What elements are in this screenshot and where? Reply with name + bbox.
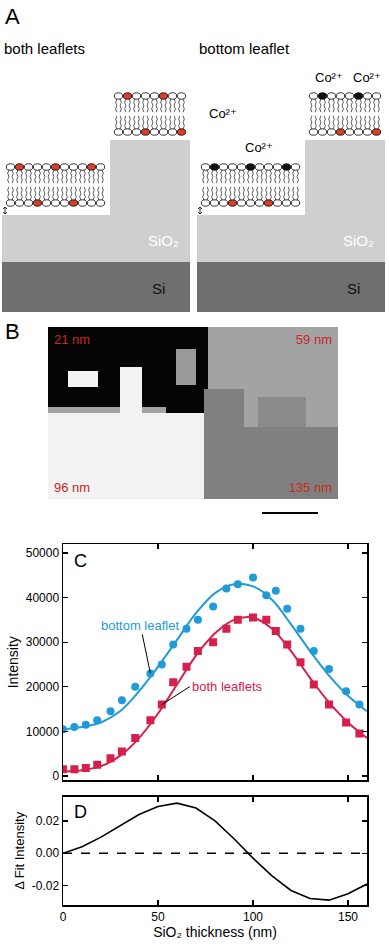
svg-text:Si: Si: [152, 280, 165, 297]
svg-text:SiO₂: SiO₂: [148, 232, 179, 249]
svg-text:Co²⁺: Co²⁺: [245, 140, 273, 155]
svg-text:B: B: [5, 319, 20, 344]
svg-text:20000: 20000: [26, 680, 60, 694]
svg-text:Co²⁺: Co²⁺: [315, 70, 343, 85]
svg-text:96 nm: 96 nm: [54, 480, 90, 495]
svg-text:Δ Fit Intensity: Δ Fit Intensity: [12, 811, 27, 890]
svg-text:21 nm: 21 nm: [54, 332, 90, 347]
svg-text:50: 50: [151, 910, 165, 924]
svg-text:30000: 30000: [26, 635, 60, 649]
svg-text:0.00: 0.00: [36, 846, 60, 860]
svg-text:C: C: [74, 551, 87, 571]
svg-text:both leaflets: both leaflets: [192, 679, 263, 694]
svg-text:10000: 10000: [26, 725, 60, 739]
svg-text:0: 0: [60, 910, 67, 924]
svg-text:Intensity: Intensity: [5, 636, 21, 688]
svg-text:bottom leaflet: bottom leaflet: [101, 618, 179, 633]
svg-text:40000: 40000: [26, 591, 60, 605]
svg-text:A: A: [5, 4, 20, 29]
svg-text:50000: 50000: [26, 546, 60, 560]
svg-text:0.02: 0.02: [36, 814, 60, 828]
svg-text:Co²⁺: Co²⁺: [209, 106, 237, 121]
svg-text:135 nm: 135 nm: [289, 480, 332, 495]
svg-text:Co²⁺: Co²⁺: [353, 70, 381, 85]
svg-text:150: 150: [338, 910, 358, 924]
svg-text:-0.02: -0.02: [32, 879, 60, 893]
svg-text:SiO₂: SiO₂: [343, 232, 374, 249]
svg-text:D: D: [74, 802, 87, 822]
svg-text:Si: Si: [347, 280, 360, 297]
svg-text:SiO₂ thickness (nm): SiO₂ thickness (nm): [153, 924, 277, 940]
svg-text:59 nm: 59 nm: [296, 332, 332, 347]
svg-text:bottom leaflet: bottom leaflet: [199, 40, 290, 57]
svg-text:0: 0: [52, 769, 59, 783]
svg-text:100: 100: [243, 910, 263, 924]
svg-text:both leaflets: both leaflets: [4, 40, 85, 57]
